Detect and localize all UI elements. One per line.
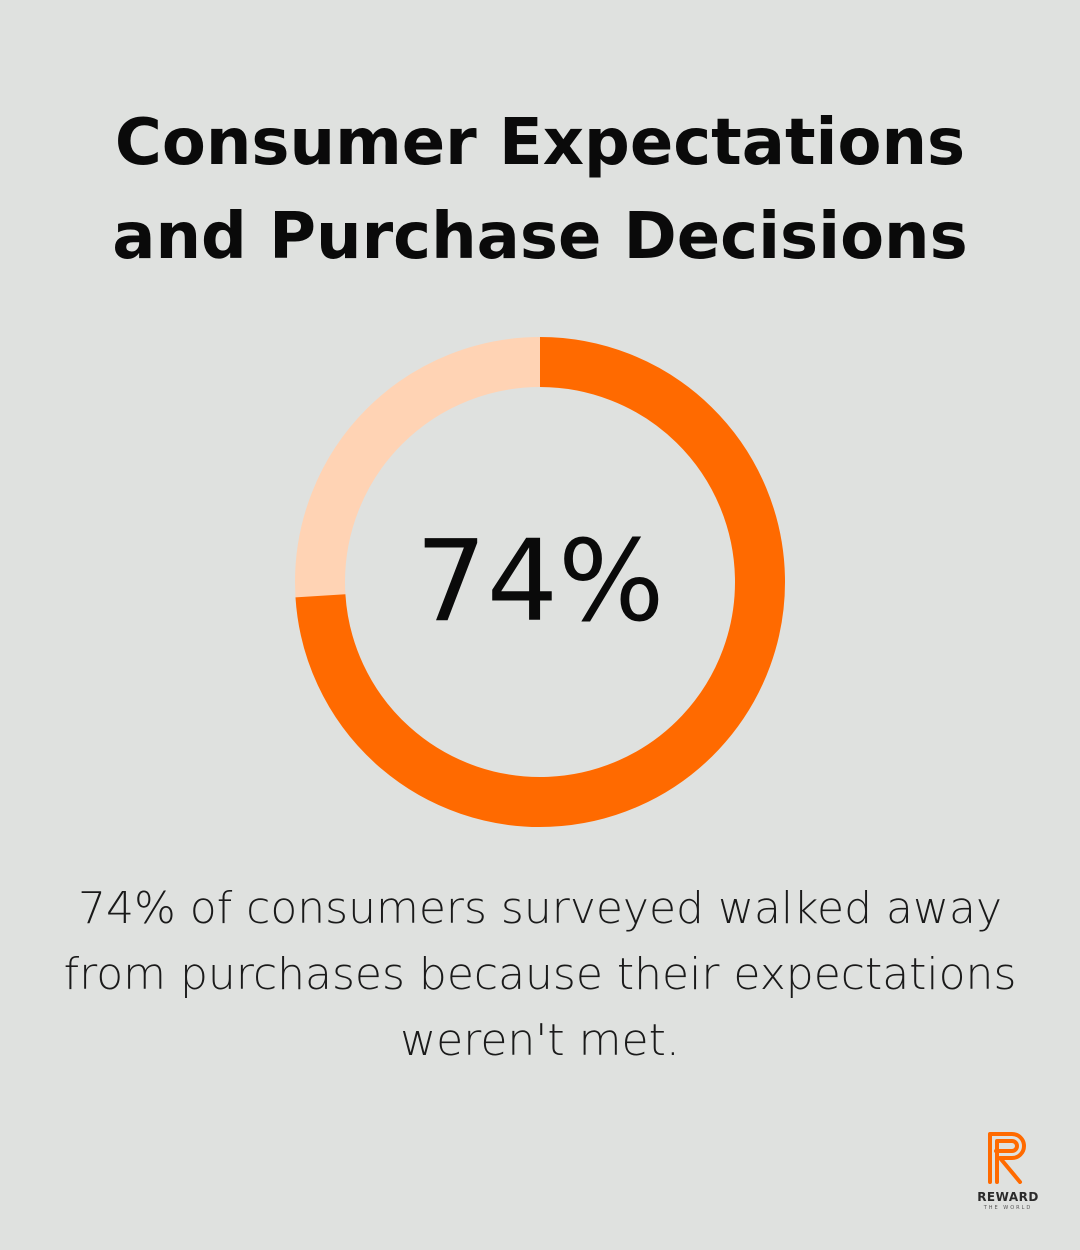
title-line-2: and Purchase Decisions — [112, 200, 968, 274]
logo-wordmark: REWARD — [977, 1190, 1039, 1204]
donut-chart: 74% — [295, 337, 785, 827]
brand-logo: REWARD THE WORLD — [968, 1130, 1048, 1215]
center-value-label: 74% — [416, 517, 665, 647]
logo-tagline: THE WORLD — [983, 1205, 1033, 1211]
page-title: Consumer Expectations and Purchase Decis… — [0, 96, 1080, 284]
caption-line-3: weren't met. — [400, 1015, 680, 1066]
donut-primary-slice — [295, 337, 785, 827]
caption-line-2: from purchases because their expectation… — [63, 949, 1017, 1000]
r-monogram-icon — [988, 1132, 1026, 1184]
caption: 74% of consumers surveyed walked away fr… — [40, 876, 1040, 1074]
caption-line-1: 74% of consumers surveyed walked away — [78, 883, 1002, 934]
title-line-1: Consumer Expectations — [114, 106, 966, 180]
